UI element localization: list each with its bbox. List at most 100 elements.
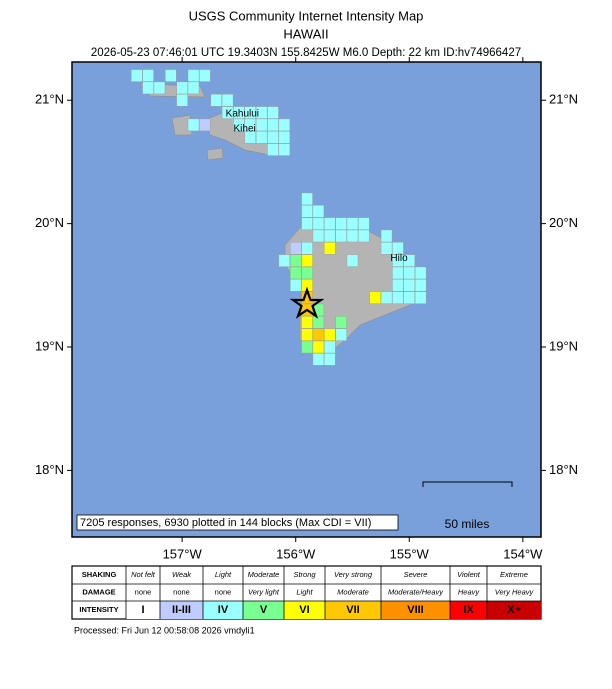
intensity-block (244, 106, 256, 119)
legend-damage: none (173, 587, 190, 596)
intensity-block (324, 217, 336, 230)
intensity-block (403, 254, 415, 267)
y-tick-label: 20°N (549, 215, 578, 230)
intensity-block (221, 94, 234, 107)
legend-damage: none (135, 587, 152, 596)
intensity-block (335, 229, 347, 243)
legend-shaking: Severe (404, 570, 428, 579)
legend-intensity: IX (463, 604, 474, 616)
intensity-block (324, 328, 336, 341)
legend-intensity: V (260, 604, 268, 616)
intensity-block (312, 316, 325, 329)
intensity-block (301, 340, 313, 354)
intensity-block (358, 217, 370, 230)
subtitle: 2026-05-23 07:46:01 UTC 19.3403N 155.842… (91, 47, 521, 59)
intensity-block (142, 81, 154, 95)
intensity-block (301, 192, 313, 206)
footer: Processed: Fri Jun 12 00:58:08 2026 vmdy… (74, 625, 255, 635)
intensity-block (335, 316, 347, 329)
legend-damage: Light (296, 587, 313, 596)
legend-shaking: Light (215, 570, 232, 579)
legend-row-label: SHAKING (82, 570, 117, 579)
intensity-block (301, 266, 313, 280)
intensity-block (301, 316, 313, 329)
legend-shaking: Violent (457, 570, 481, 579)
intensity-block (267, 143, 279, 156)
legend-swatch (243, 601, 284, 619)
intensity-block (255, 131, 268, 144)
intensity-block (255, 118, 268, 132)
intensity-block (301, 205, 313, 218)
intensity-block (346, 229, 359, 243)
intensity-block (187, 81, 200, 95)
intensity-block (278, 131, 291, 144)
intensity-block (187, 69, 200, 82)
legend-intensity: VII (346, 604, 359, 616)
intensity-block (301, 217, 313, 230)
place-label: Kihei (233, 123, 255, 134)
intensity-block (380, 242, 393, 255)
legend-intensity: IV (218, 604, 229, 616)
legend-shaking: Very strong (334, 570, 373, 579)
legend-damage: Moderate (337, 587, 369, 596)
legend-intensity: VIII (407, 604, 424, 616)
intensity-block (199, 69, 211, 82)
intensity-block (244, 118, 256, 132)
legend-shaking: Moderate (248, 570, 280, 579)
legend-shaking: Extreme (500, 570, 528, 579)
intensity-block (312, 353, 325, 366)
intensity-block (403, 291, 415, 304)
y-tick-label: 18°N (549, 462, 578, 477)
legend-damage: Heavy (458, 587, 481, 596)
intensity-block (301, 242, 313, 255)
responses-box (76, 514, 399, 531)
place-label: Hilo (390, 253, 408, 264)
intensity-block (369, 291, 381, 304)
y-tick-label: 20°N (35, 215, 64, 230)
intensity-block (324, 340, 336, 354)
intensity-block (267, 118, 279, 132)
legend-row-label: DAMAGE (82, 587, 115, 596)
responses: 7205 responses, 6930 plotted in 144 bloc… (80, 517, 371, 529)
y-tick-label: 18°N (35, 462, 64, 477)
intensity-block (290, 254, 302, 267)
intensity-block (392, 266, 404, 280)
y-tick-label: 21°N (549, 92, 578, 107)
intensity-block (278, 254, 291, 267)
intensity-block (312, 340, 325, 354)
intensity-block (335, 217, 347, 230)
intensity-block (278, 143, 291, 156)
intensity-block (233, 106, 245, 119)
places: Kahului Kihei Hilo (226, 108, 408, 263)
x-tick-label: 154°W (503, 546, 543, 561)
intensity-block (131, 69, 143, 82)
x-tick-label: 156°W (276, 546, 316, 561)
intensity-block (324, 229, 336, 243)
intensity-block (414, 279, 427, 292)
intensity-block (312, 328, 325, 341)
legend-swatch (487, 601, 541, 619)
legend-shaking: Not felt (131, 570, 156, 579)
intensity-block (244, 131, 256, 144)
intensity-block (290, 266, 302, 280)
place-label: Kahului (226, 108, 259, 119)
intensity-block (403, 279, 415, 292)
map-frame (71, 61, 542, 538)
x-tick-label: 157°W (163, 546, 203, 561)
intensity-block (267, 106, 279, 119)
intensity-block (142, 69, 154, 82)
intensity-block (346, 254, 359, 267)
legend-intensity: VI (299, 604, 309, 616)
intensity-block (312, 229, 325, 243)
intensity-block (176, 81, 188, 95)
intensity-block (358, 229, 370, 243)
blocks (131, 69, 427, 366)
legend-damage: Very Heavy (495, 587, 535, 596)
epicenter-star (289, 286, 325, 319)
intensity-block (392, 254, 404, 267)
legend-intensity: X+ (507, 604, 521, 616)
intensity-block (290, 242, 302, 255)
legend-swatch (450, 601, 487, 619)
